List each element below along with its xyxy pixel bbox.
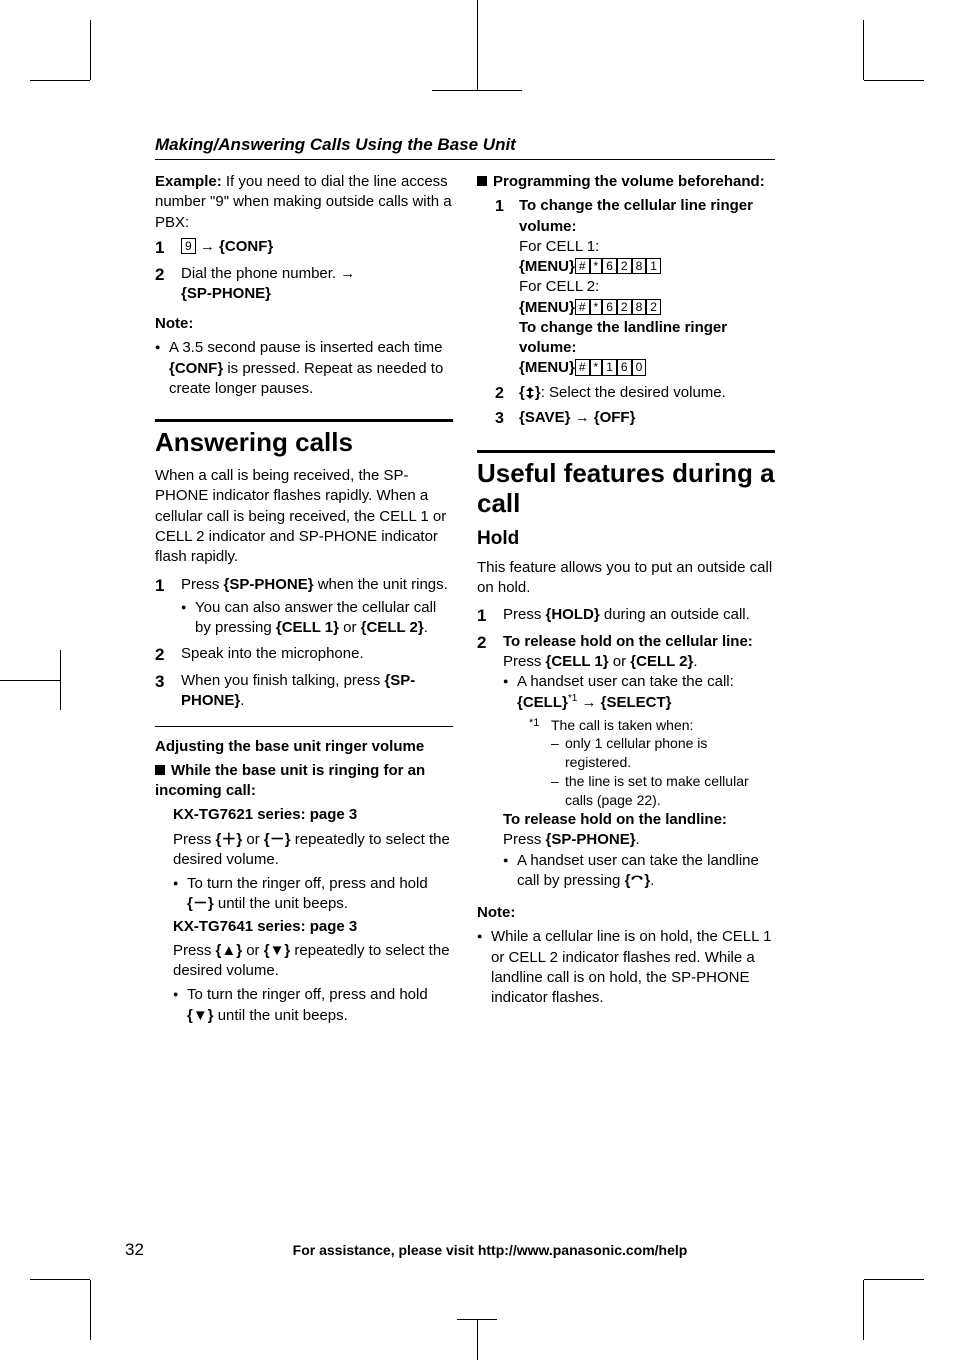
hold-step-1: 1Press {HOLD} during an outside call. — [477, 605, 775, 628]
crop-mark — [30, 80, 90, 81]
page-content: Making/Answering Calls Using the Base Un… — [155, 135, 775, 1028]
arrow-icon: → — [581, 694, 596, 711]
bullet-icon — [477, 927, 491, 1008]
crop-mark — [90, 1280, 91, 1340]
answering-calls-heading: Answering calls — [155, 428, 453, 458]
crop-mark — [90, 20, 91, 80]
answer-step-1: 1Press {SP-PHONE} when the unit rings. Y… — [155, 575, 453, 640]
note-list: While a cellular line is on hold, the CE… — [477, 927, 775, 1008]
arrow-icon: → — [340, 265, 355, 282]
page-number: 32 — [125, 1240, 175, 1260]
thin-divider — [155, 726, 453, 727]
crop-mark — [477, 0, 478, 90]
crop-mark — [863, 1280, 864, 1340]
hold-steps: 1Press {HOLD} during an outside call. 2 … — [477, 605, 775, 893]
section-divider — [155, 419, 453, 422]
example-steps: 19 → {CONF} 2Dial the phone number. →{SP… — [155, 237, 453, 304]
page-footer: 32 For assistance, please visit http://w… — [125, 1240, 805, 1260]
footnote-ref: *1 — [568, 693, 577, 704]
kx7641-text: Press {▲} or {▼} repeatedly to select th… — [173, 941, 453, 982]
prog-step-1: 1 To change the cellular line ringer vol… — [495, 196, 775, 378]
answer-step-2: 2Speak into the microphone. — [155, 644, 453, 667]
bullet-icon — [503, 672, 517, 714]
note-heading: Note: — [155, 314, 453, 334]
footer-text: For assistance, please visit http://www.… — [175, 1242, 805, 1258]
answering-steps: 1Press {SP-PHONE} when the unit rings. Y… — [155, 575, 453, 711]
crop-mark — [30, 1279, 90, 1280]
key-hash: # — [575, 258, 590, 274]
answer-step-3: 3When you finish talking, press {SP-PHON… — [155, 671, 453, 712]
key-9: 9 — [181, 238, 196, 254]
bullet-icon — [181, 598, 195, 639]
crop-mark — [864, 80, 924, 81]
prog-step-3: 3{SAVE} → {OFF} — [495, 408, 775, 430]
arrow-icon: → — [200, 238, 215, 255]
example-intro: Example: If you need to dial the line ac… — [155, 172, 453, 233]
crop-mark — [477, 1320, 478, 1360]
two-column-layout: Example: If you need to dial the line ac… — [155, 172, 775, 1028]
example-label: Example: — [155, 173, 222, 190]
sp-phone-button-label: {SP-PHONE} — [181, 285, 271, 302]
useful-features-heading: Useful features during a call — [477, 459, 775, 519]
crop-mark — [457, 1319, 497, 1320]
section-header: Making/Answering Calls Using the Base Un… — [155, 135, 775, 160]
kx7621-text: Press {＋} or {－} repeatedly to select th… — [173, 830, 453, 871]
section-divider — [477, 450, 775, 453]
note-item: A 3.5 second pause is inserted each time… — [155, 338, 453, 399]
arrow-icon: → — [575, 409, 590, 426]
programming-steps: 1 To change the cellular line ringer vol… — [477, 196, 775, 429]
key-star: * — [590, 258, 603, 274]
crop-mark — [432, 90, 522, 91]
bullet-icon — [155, 338, 169, 399]
answering-intro: When a call is being received, the SP-PH… — [155, 466, 453, 567]
note-list: A 3.5 second pause is inserted each time… — [155, 338, 453, 399]
crop-mark — [863, 20, 864, 80]
hold-intro: This feature allows you to put an outsid… — [477, 558, 775, 599]
right-column: Programming the volume beforehand: 1 To … — [477, 172, 775, 1028]
crop-mark — [60, 650, 61, 710]
footnote: *1 The call is taken when: –only 1 cellu… — [503, 716, 775, 810]
adjusting-volume-heading: Adjusting the base unit ringer volume — [155, 737, 453, 757]
square-bullet-icon — [477, 176, 487, 186]
handset-icon — [630, 875, 644, 887]
kx7621-heading: KX-TG7621 series: page 3 — [173, 805, 453, 825]
step-2: 2Dial the phone number. →{SP-PHONE} — [155, 264, 453, 305]
bullet-icon — [173, 874, 187, 915]
prog-step-2: 2{}: Select the desired volume. — [495, 383, 775, 405]
nav-icon: {} — [519, 384, 541, 401]
kx7621-block: KX-TG7621 series: page 3 Press {＋} or {－… — [155, 805, 453, 1026]
square-bullet-icon — [155, 765, 165, 775]
crop-mark — [0, 680, 60, 681]
hold-heading: Hold — [477, 526, 775, 552]
bullet-icon — [503, 851, 517, 892]
footnote-marker: *1 — [529, 716, 551, 810]
crop-mark — [864, 1279, 924, 1280]
programming-heading: Programming the volume beforehand: — [477, 172, 775, 192]
bullet-icon — [173, 985, 187, 1026]
while-ringing-heading: While the base unit is ringing for an in… — [155, 761, 453, 802]
answer-sub-list: You can also answer the cellular call by… — [181, 598, 453, 639]
note-heading: Note: — [477, 903, 775, 923]
left-column: Example: If you need to dial the line ac… — [155, 172, 453, 1028]
conf-button-label: {CONF} — [219, 238, 273, 255]
kx7641-heading: KX-TG7641 series: page 3 — [173, 917, 453, 937]
hold-step-2: 2 To release hold on the cellular line: … — [477, 632, 775, 893]
step-1: 19 → {CONF} — [155, 237, 453, 260]
